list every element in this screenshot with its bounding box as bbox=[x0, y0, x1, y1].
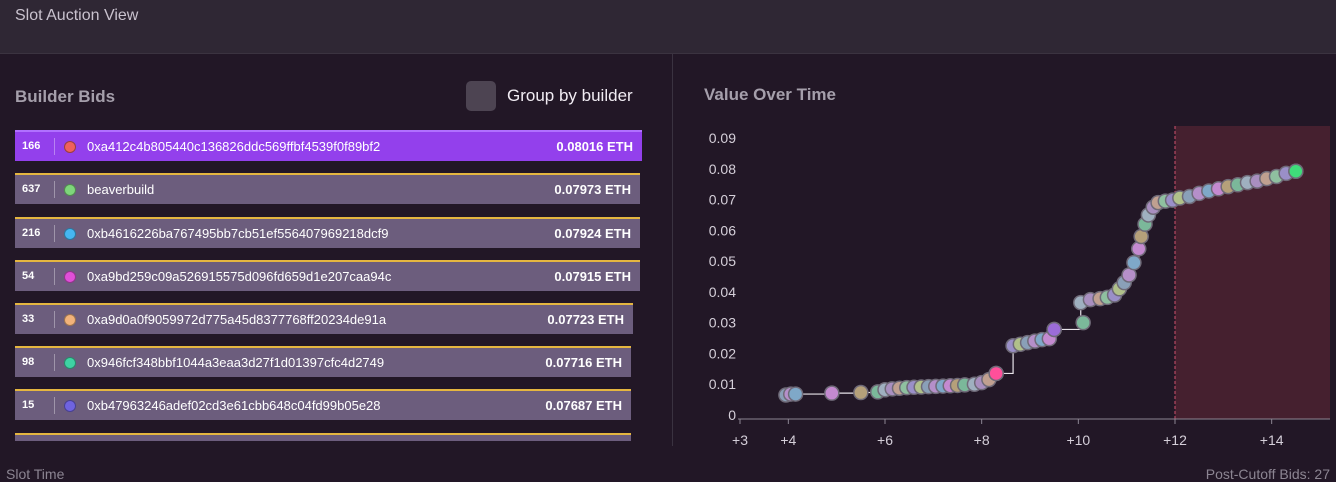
value-over-time-title: Value Over Time bbox=[704, 85, 836, 104]
builder-color-dot bbox=[64, 270, 76, 283]
bid-row[interactable]: 54 0xa9bd259c09a526915575d096fd659d1e207c… bbox=[15, 260, 640, 291]
builder-id: 0xb4616226ba767495bb7cb51ef556407969218d… bbox=[87, 226, 389, 241]
bid-row-partial[interactable] bbox=[15, 433, 631, 441]
highlight-bid-point bbox=[1046, 321, 1062, 338]
highlight-bid-point bbox=[988, 365, 1004, 382]
bid-value: 0.08016 ETH bbox=[556, 139, 633, 154]
builder-id: 0xa9bd259c09a526915575d096fd659d1e207caa… bbox=[87, 269, 392, 284]
builder-id: 0xa412c4b805440c136826ddc569ffbf4539f0f8… bbox=[87, 139, 381, 154]
x-tick-label: +14 bbox=[1260, 432, 1284, 448]
bid-value: 0.07915 ETH bbox=[554, 269, 631, 284]
bid-count: 54 bbox=[15, 268, 55, 285]
highlight-bid-point bbox=[1288, 163, 1304, 179]
y-tick-label: 0.04 bbox=[709, 284, 736, 300]
bid-point bbox=[1075, 314, 1091, 331]
bid-point bbox=[853, 384, 869, 401]
bid-row[interactable]: 637 beaverbuild 0.07973 ETH bbox=[15, 173, 640, 204]
bid-point bbox=[824, 385, 840, 401]
bid-point bbox=[787, 386, 804, 402]
builder-id: beaverbuild bbox=[87, 182, 155, 197]
bid-point bbox=[1126, 254, 1142, 271]
builder-color-dot bbox=[64, 313, 76, 326]
bid-value: 0.07723 ETH bbox=[547, 312, 624, 327]
page-header: Slot Auction View bbox=[0, 0, 1336, 54]
post-cutoff-bids-label: Post-Cutoff Bids: 27 bbox=[1205, 466, 1330, 482]
y-tick-label: 0.07 bbox=[709, 192, 736, 208]
builder-id: 0xb47963246adef02cd3e61cbb648c04fd99b05e… bbox=[87, 398, 381, 413]
group-by-builder-toggle[interactable]: Group by builder bbox=[466, 81, 633, 111]
y-tick-label: 0.03 bbox=[709, 315, 736, 331]
x-tick-label: +3 bbox=[732, 432, 748, 448]
y-tick-label: 0.08 bbox=[709, 161, 736, 177]
cutoff-region bbox=[1175, 126, 1330, 419]
bid-value: 0.07716 ETH bbox=[545, 355, 622, 370]
builder-color-dot bbox=[64, 227, 76, 240]
builder-id: 0xa9d0a0f9059972d775a45d8377768ff20234de… bbox=[87, 312, 387, 327]
y-tick-label: 0 bbox=[728, 407, 736, 423]
bid-row[interactable]: 33 0xa9d0a0f9059972d775a45d8377768ff20234… bbox=[15, 303, 633, 334]
builder-color-dot bbox=[64, 356, 76, 369]
bid-value: 0.07687 ETH bbox=[545, 398, 622, 413]
bid-count: 216 bbox=[15, 225, 55, 242]
page-title: Slot Auction View bbox=[15, 7, 139, 24]
builder-id: 0x946fcf348bbf1044a3eaa3d27f1d01397cfc4d… bbox=[87, 355, 385, 370]
bid-count: 33 bbox=[15, 311, 55, 328]
bid-count: 98 bbox=[15, 354, 55, 371]
panel-divider bbox=[672, 54, 673, 446]
y-tick-label: 0.02 bbox=[709, 345, 736, 361]
builder-bids-title: Builder Bids bbox=[15, 87, 116, 106]
x-tick-label: +6 bbox=[877, 432, 893, 448]
x-tick-label: +8 bbox=[974, 432, 990, 448]
y-tick-label: 0.05 bbox=[709, 253, 736, 269]
bid-count: 637 bbox=[15, 181, 55, 198]
group-by-builder-label: Group by builder bbox=[507, 86, 633, 105]
builder-color-dot bbox=[64, 399, 76, 412]
value-over-time-chart: 0 0.01 0.02 0.03 0.04 0.05 0.06 0.07 0.08 0.09 +3 +… bbox=[709, 126, 1330, 448]
bid-value: 0.07973 ETH bbox=[554, 182, 631, 197]
group-by-builder-checkbox[interactable] bbox=[466, 81, 496, 111]
bid-row[interactable]: 15 0xb47963246adef02cd3e61cbb648c04fd99b0… bbox=[15, 389, 631, 420]
y-tick-label: 0.01 bbox=[709, 376, 736, 392]
bid-row[interactable]: 98 0x946fcf348bbf1044a3eaa3d27f1d01397cfc… bbox=[15, 346, 631, 377]
y-tick-label: 0.06 bbox=[709, 222, 736, 238]
bid-count: 15 bbox=[15, 397, 55, 414]
builder-color-dot bbox=[64, 183, 76, 196]
builder-color-dot bbox=[64, 140, 76, 153]
bid-row[interactable]: 216 0xb4616226ba767495bb7cb51ef5564079692… bbox=[15, 217, 640, 248]
x-tick-label: +4 bbox=[780, 432, 796, 448]
bid-value: 0.07924 ETH bbox=[554, 226, 631, 241]
bid-point bbox=[1131, 241, 1147, 257]
bid-count: 166 bbox=[15, 138, 55, 155]
y-tick-label: 0.09 bbox=[709, 130, 736, 146]
x-tick-label: +12 bbox=[1163, 432, 1187, 448]
bid-row[interactable]: 166 0xa412c4b805440c136826ddc569ffbf4539f… bbox=[15, 130, 642, 161]
slot-time-label: Slot Time bbox=[6, 466, 65, 482]
x-tick-label: +10 bbox=[1066, 432, 1090, 448]
